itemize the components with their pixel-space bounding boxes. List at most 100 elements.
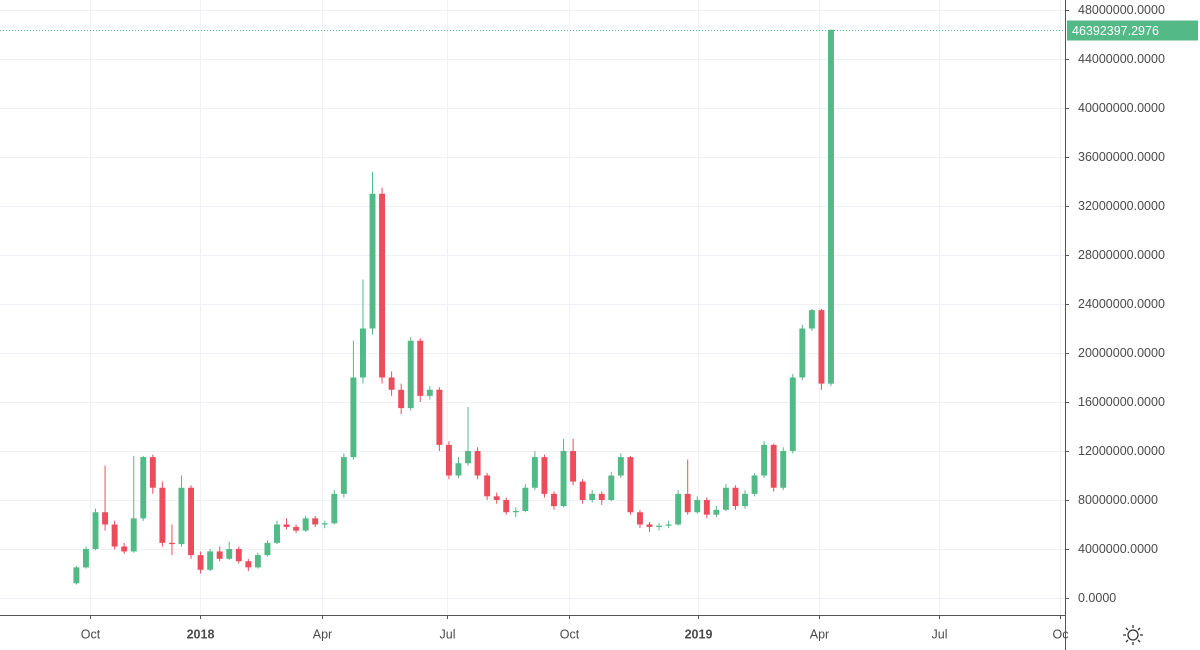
candle-body — [321, 523, 328, 525]
candle-body — [130, 518, 137, 552]
candle-body — [684, 493, 691, 513]
settings-icon-core — [1127, 629, 1139, 641]
x-tick-label: Jul — [932, 627, 948, 641]
grid — [0, 0, 1065, 615]
candle-body — [512, 511, 519, 513]
candle-body — [617, 457, 624, 476]
candle-body — [216, 551, 223, 559]
candle-body — [694, 499, 701, 513]
candle-body — [331, 493, 338, 524]
candle-body — [178, 487, 185, 545]
candle-body — [656, 525, 663, 527]
candle-body — [780, 450, 787, 488]
x-tick-label: Apr — [810, 627, 829, 641]
candle-body — [808, 310, 815, 329]
candle-body — [636, 512, 643, 525]
candle-body — [665, 524, 672, 526]
candle-body — [245, 561, 252, 568]
candle-body — [111, 524, 118, 547]
candle-body — [455, 463, 462, 476]
y-tick-label: 4000000.0000 — [1078, 542, 1158, 556]
candle-body — [293, 526, 300, 531]
y-tick-label: 32000000.0000 — [1078, 199, 1165, 213]
candle-body — [359, 328, 366, 378]
candle-body — [379, 193, 386, 378]
candle-body — [140, 457, 147, 519]
candle-body — [264, 542, 271, 556]
candle-body — [799, 328, 806, 378]
candle-body — [426, 389, 433, 396]
candle-body — [302, 518, 309, 531]
y-tick-label: 16000000.0000 — [1078, 395, 1165, 409]
candle-body — [751, 475, 758, 494]
x-tick-label: Apr — [313, 627, 332, 641]
y-tick-label: 36000000.0000 — [1078, 150, 1165, 164]
candle-body — [121, 546, 128, 552]
y-tick-label: 24000000.0000 — [1078, 297, 1165, 311]
candle-body — [369, 193, 376, 329]
candle-body — [732, 487, 739, 507]
y-tick-label: 40000000.0000 — [1078, 101, 1165, 115]
candle-body — [159, 487, 166, 543]
candle-body — [541, 457, 548, 494]
candle-body — [646, 524, 653, 527]
y-tick-label: 8000000.0000 — [1078, 493, 1158, 507]
candle-body — [445, 444, 452, 476]
candle-body — [608, 475, 615, 500]
candle-body — [149, 457, 156, 488]
candle-body — [484, 475, 491, 497]
candle-body — [465, 450, 471, 464]
candle-body — [274, 524, 280, 543]
x-tick-label: Oct — [81, 627, 101, 641]
last-price-label: 46392397.2976 — [1072, 24, 1159, 38]
candle-body — [531, 457, 538, 488]
y-tick-label: 44000000.0000 — [1078, 52, 1165, 66]
x-tick-label: Oct — [560, 627, 580, 641]
candle-body — [589, 493, 596, 500]
candle-body — [102, 512, 109, 525]
candle-body — [713, 509, 720, 515]
candle-body — [770, 444, 777, 488]
y-tick-label: 0.0000 — [1078, 591, 1116, 605]
x-tick-label: 2019 — [685, 627, 713, 641]
candle-body — [312, 518, 319, 525]
candle-body — [474, 450, 481, 476]
settings-icon[interactable] — [1123, 625, 1143, 645]
candle-body — [92, 512, 99, 549]
candle-body — [197, 555, 204, 570]
candle-body — [503, 499, 510, 513]
candles — [0, 29, 1065, 585]
candle-body — [407, 340, 414, 409]
candle-body — [579, 481, 586, 500]
y-tick-label: 20000000.0000 — [1078, 346, 1165, 360]
y-tick-label: 12000000.0000 — [1078, 444, 1165, 458]
candle-body — [560, 450, 567, 507]
candle-body — [627, 457, 634, 513]
y-tick-label: 48000000.0000 — [1078, 3, 1165, 17]
candle-body — [675, 493, 682, 525]
candle-body — [207, 551, 214, 570]
candle-body — [188, 487, 194, 556]
candle-body — [73, 567, 80, 584]
candle-body — [226, 548, 233, 559]
candle-body — [742, 493, 748, 507]
candle-body — [551, 493, 557, 507]
candle-body — [703, 499, 710, 515]
y-tick-label: 28000000.0000 — [1078, 248, 1165, 262]
candle-body — [283, 524, 290, 527]
candle-body — [388, 377, 395, 390]
settings-icon-rays — [1123, 625, 1143, 645]
candle-body — [350, 377, 357, 458]
candle-body — [83, 548, 89, 568]
candle-body — [570, 450, 577, 482]
candle-body — [722, 487, 729, 510]
candle-body — [761, 444, 768, 476]
axes: 0.0000 4000000.0000 8000000.0000 12000000.0… — [81, 3, 1198, 641]
candle-body — [436, 389, 443, 445]
candle-body — [828, 29, 834, 384]
candle-body — [398, 389, 405, 409]
candle-body — [598, 493, 605, 500]
candle-body — [340, 457, 347, 494]
candle-body — [522, 487, 529, 512]
